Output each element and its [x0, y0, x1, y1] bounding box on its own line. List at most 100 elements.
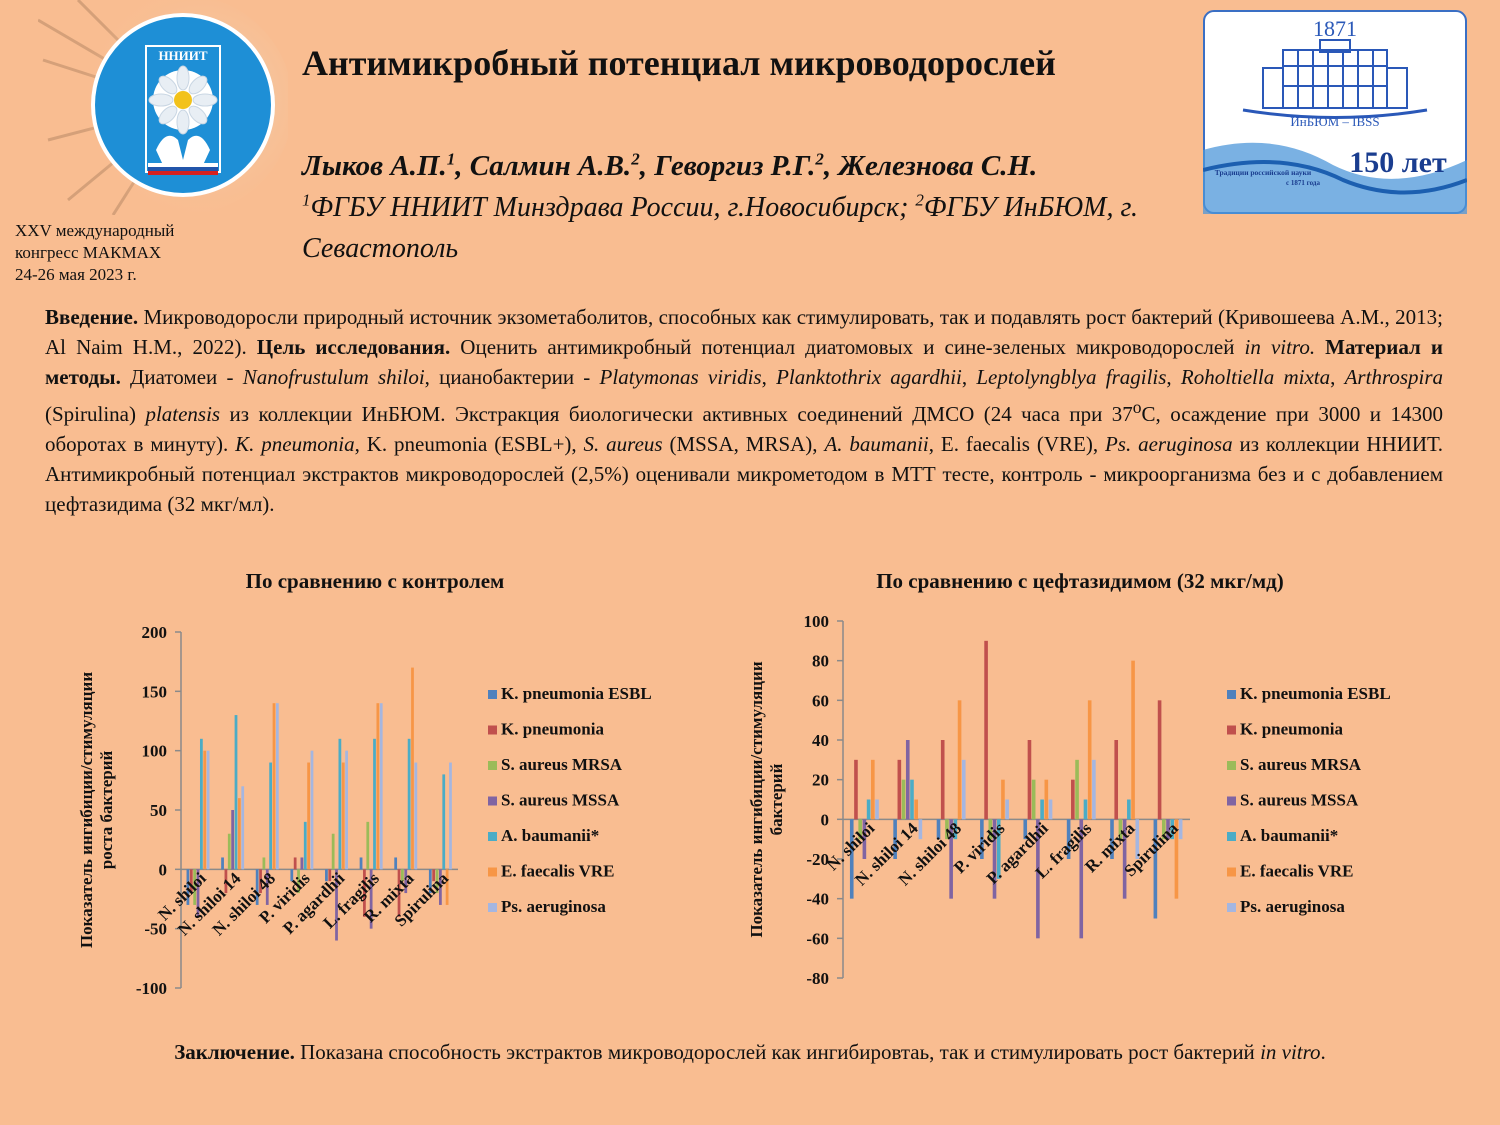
affil-text: ФГБУ ННИИТ Минздрава России, г.Новосибир…: [310, 192, 916, 223]
legend-label: K. pneumonia: [501, 720, 604, 739]
congress-info: XXV международный конгресс МАКМАХ 24-26 …: [15, 220, 245, 286]
congress-line: конгресс МАКМАХ: [15, 243, 162, 263]
intro-text: ,: [1166, 365, 1181, 389]
bar: [1040, 799, 1044, 820]
bar: [1036, 819, 1040, 939]
bar: [1131, 660, 1135, 820]
bar: [269, 762, 273, 870]
bar: [905, 740, 910, 820]
bar: [328, 869, 332, 882]
intro-text: , K. pneumonia (ESBL+),: [354, 432, 584, 456]
intro-text: Диатомеи -: [120, 365, 243, 389]
intro-text: (MSSA, MRSA),: [662, 432, 825, 456]
bar: [1083, 799, 1088, 820]
bar: [897, 759, 902, 820]
author-name: Салмин А.В.: [469, 150, 632, 182]
bar: [379, 703, 383, 870]
bar: [1110, 819, 1114, 859]
legend-swatch: [1227, 832, 1236, 841]
intro-italic: Ps. aeruginosa: [1104, 432, 1233, 456]
bar: [366, 821, 370, 870]
congress-line: 24-26 мая 2023 г.: [15, 265, 137, 285]
goal-lead: Цель исследования.: [256, 335, 451, 359]
logo-tagline1: Традиции российской науки: [1215, 168, 1312, 177]
intro-italic: platensis: [145, 402, 221, 426]
intro-text: ,: [1330, 365, 1345, 389]
bar: [414, 762, 418, 870]
logo-left-text: ННИИТ: [158, 48, 207, 63]
bar: [1127, 799, 1131, 820]
bar: [1157, 700, 1162, 820]
intro-text: , E. faecalis (VRE),: [928, 432, 1105, 456]
bar: [331, 833, 335, 870]
bar: [910, 779, 914, 820]
bar: [1005, 799, 1009, 820]
bar: [231, 810, 235, 870]
bar: [199, 738, 203, 870]
conclusion-lead: Заключение.: [174, 1040, 295, 1064]
bar: [1118, 819, 1123, 840]
bar: [957, 700, 962, 820]
bar: [196, 869, 200, 917]
legend-label: S. aureus MRSA: [501, 755, 623, 774]
affil-text: ФГБУ ИнБЮМ, г. Севастополь: [302, 192, 1138, 264]
affil-sup: 2: [915, 190, 924, 210]
bar: [858, 819, 862, 840]
y-axis-label: Показатель ингибиции/стимуляции: [747, 661, 766, 938]
bar: [432, 869, 436, 882]
bar: [241, 786, 245, 870]
congress-line: XXV международный: [15, 221, 175, 240]
chart-title-control: По сравнению с контролем: [245, 569, 505, 593]
bar: [394, 857, 398, 870]
bar: [373, 738, 376, 870]
bar: [445, 869, 449, 905]
author-sup: 2: [631, 149, 640, 169]
legend-label: K. pneumonia: [1240, 720, 1343, 739]
affil-sup: 1: [302, 190, 311, 210]
bar: [1001, 779, 1005, 820]
intro-text: С, осаждение при 3000 и 14300 оборотах в…: [45, 402, 1443, 456]
logo-anniv: 150 лет: [1349, 146, 1447, 179]
ibss-logo: 1871 ИнБЮМ – IBSS 150 лет Традиции росси…: [1203, 10, 1467, 214]
legend-swatch: [488, 725, 497, 735]
legend-swatch: [488, 690, 497, 699]
methods-lead: Материал и методы.: [45, 335, 1443, 389]
y-tick-label: 20: [812, 771, 829, 790]
y-axis-label: роста бактерий: [97, 751, 116, 870]
bar: [297, 869, 300, 894]
bar: [945, 819, 949, 840]
bar: [307, 762, 310, 870]
bar: [303, 821, 307, 870]
intro-italic: in vitro.: [1244, 335, 1316, 359]
legend-swatch: [1227, 903, 1236, 912]
bar: [893, 819, 897, 859]
bar: [961, 759, 966, 820]
bar: [862, 819, 867, 859]
intro-italic: Leptolyngblya fragilis: [976, 365, 1167, 389]
y-tick-label: 200: [142, 623, 168, 642]
bar: [193, 869, 197, 905]
y-tick-label: -40: [806, 890, 829, 909]
chart-title-ceftazidime: По сравнению с цефтазидимом (32 мкг/мд): [876, 569, 1284, 593]
author-name: Геворгиз Р.Г.: [654, 150, 816, 182]
bar: [1092, 759, 1096, 820]
bar: [428, 869, 432, 894]
legend-swatch: [488, 796, 497, 806]
bar: [1023, 819, 1028, 840]
legend-label: Ps. aeruginosa: [501, 897, 606, 916]
y-tick-label: -80: [806, 969, 829, 988]
intro-italic: Arthrospira: [1344, 365, 1444, 389]
bar: [401, 869, 404, 882]
legend-swatch: [488, 832, 497, 841]
page-title: Антимикробный потенциал микроводорослей: [302, 43, 1056, 83]
bar: [866, 799, 871, 820]
building-icon: [1262, 39, 1408, 109]
bar: [290, 869, 294, 882]
bar: [203, 750, 207, 870]
y-tick-label: 150: [142, 682, 168, 701]
y-tick-label: 50: [150, 801, 167, 820]
intro-italic: K. pneumonia: [235, 432, 355, 456]
bar: [442, 774, 446, 870]
legend-swatch: [488, 761, 497, 770]
legend-label: S. aureus MRSA: [1240, 755, 1362, 774]
